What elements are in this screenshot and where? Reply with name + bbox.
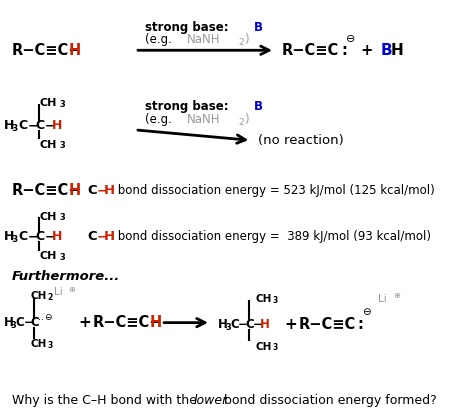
Text: ⊕: ⊕ bbox=[393, 291, 401, 300]
Text: C: C bbox=[246, 318, 254, 331]
Text: R−C≡C: R−C≡C bbox=[299, 317, 356, 332]
Text: B: B bbox=[254, 100, 263, 114]
Text: ⊖: ⊖ bbox=[346, 34, 356, 44]
Text: −: − bbox=[97, 230, 108, 243]
Text: bond dissociation energy formed?: bond dissociation energy formed? bbox=[220, 393, 437, 407]
Text: 3: 3 bbox=[273, 295, 278, 305]
Text: CH: CH bbox=[256, 341, 273, 352]
Text: −: − bbox=[27, 230, 38, 243]
Text: ): ) bbox=[244, 33, 249, 47]
Text: 3: 3 bbox=[12, 235, 18, 244]
Text: 3: 3 bbox=[60, 253, 65, 262]
Text: ⊕: ⊕ bbox=[69, 285, 76, 294]
Text: H: H bbox=[69, 183, 81, 198]
Text: 3: 3 bbox=[60, 141, 65, 150]
Text: :: : bbox=[341, 43, 347, 58]
Text: C: C bbox=[18, 230, 27, 243]
Text: +: + bbox=[284, 317, 297, 332]
Text: C: C bbox=[88, 184, 97, 197]
Text: CH: CH bbox=[39, 251, 57, 261]
Text: ⊖: ⊖ bbox=[362, 307, 370, 317]
Text: 3: 3 bbox=[225, 323, 231, 332]
Text: +: + bbox=[356, 43, 383, 58]
Text: +: + bbox=[78, 315, 91, 330]
Text: C: C bbox=[16, 316, 24, 329]
Text: 2: 2 bbox=[238, 38, 244, 47]
Text: 3: 3 bbox=[47, 341, 53, 350]
Text: 3: 3 bbox=[273, 343, 278, 352]
Text: H: H bbox=[52, 230, 63, 243]
Text: 3: 3 bbox=[60, 213, 65, 222]
Text: :: : bbox=[357, 317, 363, 332]
Text: H: H bbox=[149, 315, 162, 330]
Text: strong base:: strong base: bbox=[145, 100, 232, 114]
Text: (e.g.: (e.g. bbox=[145, 113, 175, 126]
Text: C: C bbox=[88, 230, 97, 243]
Text: 3: 3 bbox=[12, 124, 18, 133]
Text: CH: CH bbox=[39, 212, 57, 222]
Text: C: C bbox=[36, 119, 45, 132]
Text: (e.g.: (e.g. bbox=[145, 33, 175, 47]
Text: bond dissociation energy =  389 kJ/mol (93 kcal/mol): bond dissociation energy = 389 kJ/mol (9… bbox=[114, 230, 431, 243]
Text: CH: CH bbox=[39, 98, 57, 109]
Text: H: H bbox=[391, 43, 404, 58]
Text: Li: Li bbox=[54, 287, 62, 297]
Text: CH: CH bbox=[256, 294, 273, 304]
Text: C: C bbox=[230, 318, 238, 331]
Text: C: C bbox=[36, 230, 45, 243]
Text: lower: lower bbox=[193, 393, 228, 407]
Text: C: C bbox=[18, 119, 27, 132]
Text: Why is the C–H bond with the: Why is the C–H bond with the bbox=[12, 393, 201, 407]
Text: H: H bbox=[69, 43, 81, 58]
Text: ··: ·· bbox=[38, 316, 44, 326]
Text: ⊖: ⊖ bbox=[44, 313, 52, 322]
Text: −: − bbox=[27, 119, 38, 132]
Text: H: H bbox=[4, 316, 14, 329]
Text: ): ) bbox=[244, 113, 249, 126]
Text: 3: 3 bbox=[11, 321, 17, 330]
Text: CH: CH bbox=[39, 140, 57, 150]
Text: CH: CH bbox=[31, 339, 47, 349]
Text: −: − bbox=[45, 230, 55, 243]
Text: −: − bbox=[238, 318, 248, 331]
Text: B: B bbox=[380, 43, 392, 58]
Text: R−C≡C: R−C≡C bbox=[282, 43, 339, 58]
Text: R−C≡C−: R−C≡C− bbox=[12, 43, 82, 58]
Text: 2: 2 bbox=[238, 118, 244, 127]
Text: H: H bbox=[4, 119, 14, 132]
Text: B: B bbox=[254, 21, 263, 34]
Text: CH: CH bbox=[31, 291, 47, 301]
Text: (no reaction): (no reaction) bbox=[258, 134, 344, 147]
Text: strong base:: strong base: bbox=[145, 21, 232, 34]
Text: H: H bbox=[103, 230, 114, 243]
Text: H: H bbox=[103, 184, 114, 197]
Text: Li: Li bbox=[378, 294, 387, 304]
Text: NaNH: NaNH bbox=[187, 33, 221, 47]
Text: −: − bbox=[45, 119, 55, 132]
Text: −: − bbox=[24, 316, 34, 329]
Text: H: H bbox=[218, 318, 228, 331]
Text: NaNH: NaNH bbox=[187, 113, 221, 126]
Text: H: H bbox=[4, 230, 14, 243]
Text: Furthermore...: Furthermore... bbox=[12, 270, 120, 283]
Text: 2: 2 bbox=[47, 293, 53, 302]
Text: H: H bbox=[260, 318, 270, 331]
Text: C: C bbox=[31, 316, 39, 329]
Text: bond dissociation energy = 523 kJ/mol (125 kcal/mol): bond dissociation energy = 523 kJ/mol (1… bbox=[114, 184, 435, 197]
Text: R−C≡C−: R−C≡C− bbox=[92, 315, 162, 330]
Text: −: − bbox=[253, 318, 263, 331]
Text: H: H bbox=[52, 119, 63, 132]
Text: 3: 3 bbox=[60, 100, 65, 109]
Text: R−C≡C−: R−C≡C− bbox=[12, 183, 82, 198]
Text: −: − bbox=[97, 184, 108, 197]
